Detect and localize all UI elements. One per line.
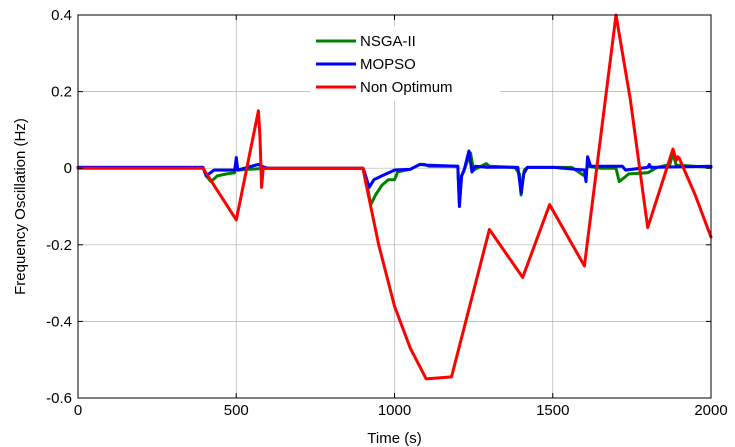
axis-ticks: 0 500 1000 1500 2000 -0.6 -0.4 -0.2 0 0.2 0.4 bbox=[46, 7, 728, 419]
x-tick-label: 1500 bbox=[536, 402, 569, 419]
series-line-mopso bbox=[76, 149, 713, 208]
legend-label: NSGA-II bbox=[360, 33, 416, 50]
y-tick-label: 0 bbox=[64, 160, 72, 177]
series-line-non-optimum bbox=[76, 13, 713, 381]
x-tick-label: 500 bbox=[224, 402, 249, 419]
y-tick-label: -0.6 bbox=[46, 390, 72, 407]
legend: NSGA-II MOPSO Non Optimum bbox=[310, 26, 500, 101]
y-tick-label: 0.2 bbox=[51, 84, 72, 101]
x-axis-label: Time (s) bbox=[367, 430, 421, 447]
y-tick-label: 0.4 bbox=[51, 7, 72, 24]
x-tick-label: 2000 bbox=[694, 402, 727, 419]
x-tick-label: 1000 bbox=[378, 402, 411, 419]
x-tick-label: 0 bbox=[74, 402, 82, 419]
y-tick-label: -0.4 bbox=[46, 313, 72, 330]
legend-label: Non Optimum bbox=[360, 79, 453, 96]
y-tick-label: -0.2 bbox=[46, 237, 72, 254]
legend-label: MOPSO bbox=[360, 56, 416, 73]
y-axis-label: Frequency Oscillation (Hz) bbox=[12, 118, 29, 295]
series-group bbox=[76, 13, 713, 381]
